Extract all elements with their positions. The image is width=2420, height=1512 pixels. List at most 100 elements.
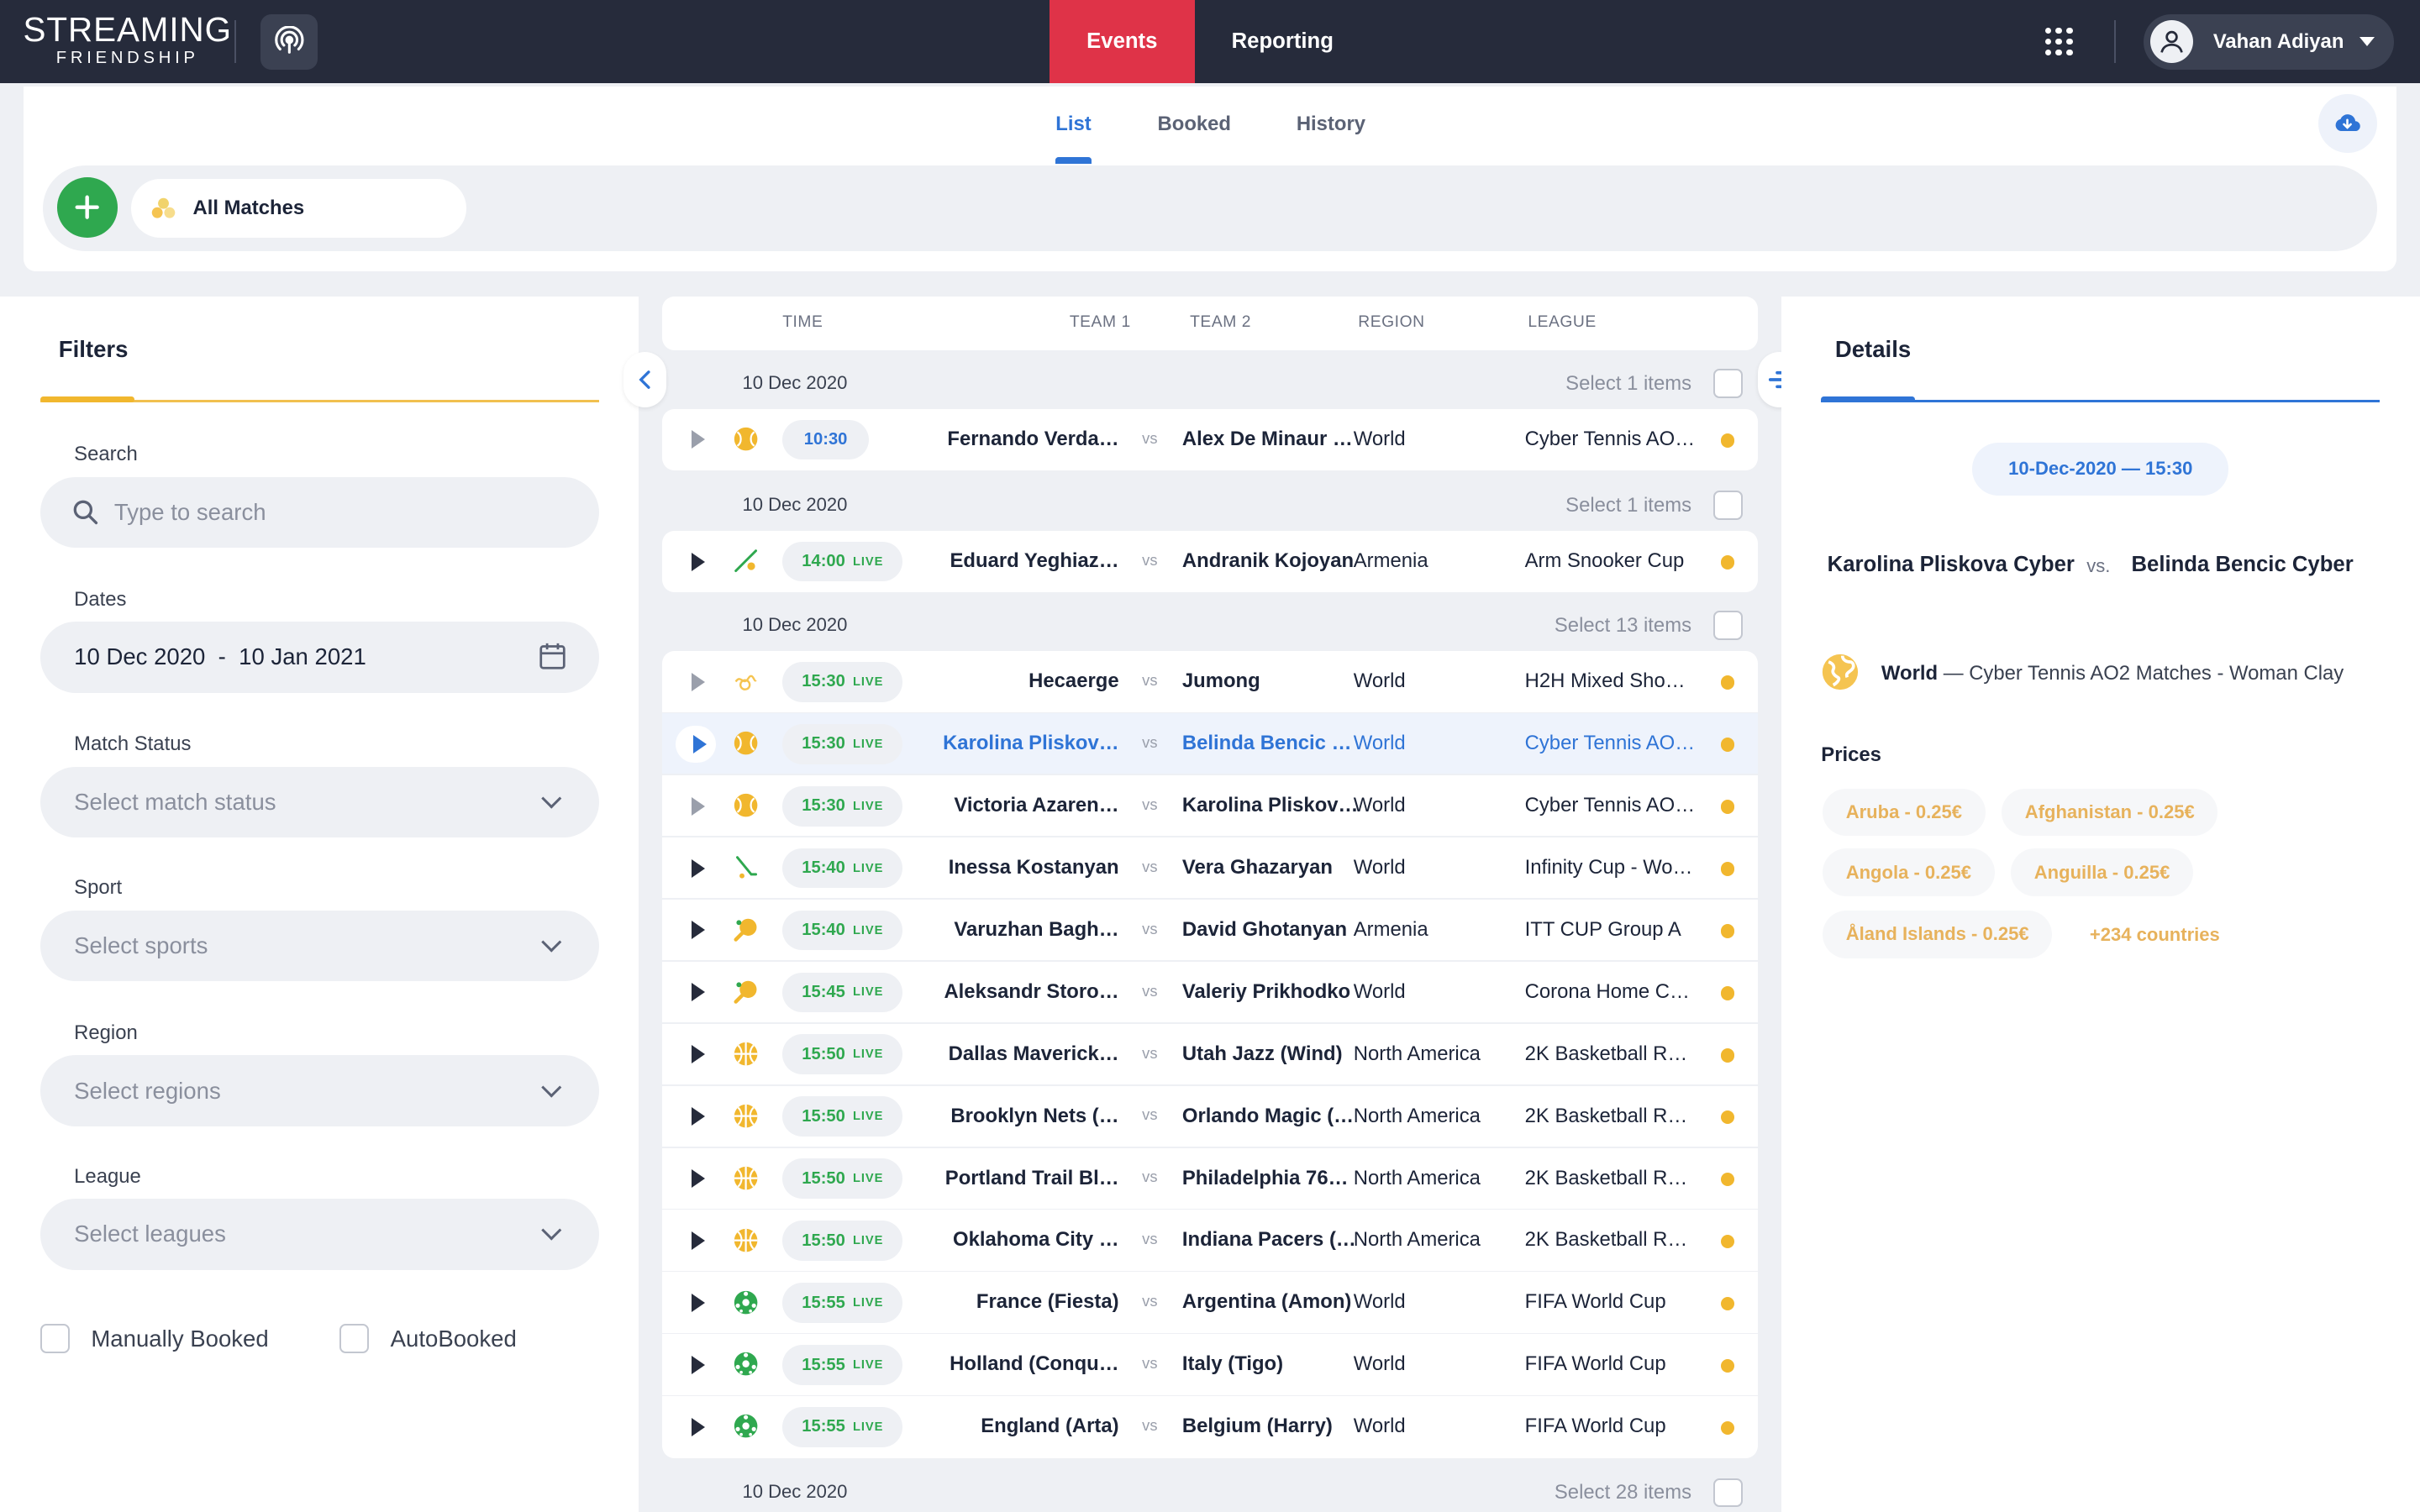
tab-booked[interactable]: Booked	[1157, 113, 1232, 136]
event-row[interactable]: 15:30 LIVE Karolina Pliskov… vs Belinda Benc…	[661, 713, 1758, 775]
team1-name: Karolina Pliskov…	[943, 732, 1119, 755]
col-time[interactable]: TIME	[782, 312, 823, 331]
region-select[interactable]: Select regions	[39, 1055, 599, 1126]
time-badge: 15:30 LIVE	[782, 723, 903, 764]
play-icon[interactable]	[691, 921, 705, 940]
all-matches-chip[interactable]: All Matches	[131, 179, 466, 238]
event-row[interactable]: 15:50 LIVE Dallas Maverick… vs Utah Jazz (Wi…	[661, 1023, 1758, 1086]
brand-logo[interactable]: STREAMING FRIENDSHIP	[24, 12, 232, 66]
price-chip[interactable]: Åland Islands - 0.25€	[1823, 910, 2053, 958]
select-group-checkbox[interactable]	[1712, 611, 1743, 641]
search-input[interactable]: Type to search	[39, 476, 599, 549]
cloud-download-icon	[2335, 114, 2360, 132]
status-dot	[1720, 1234, 1735, 1249]
tennis-icon	[733, 426, 759, 452]
team2-name: Vera Ghazaryan	[1181, 855, 1333, 879]
basketball-icon	[733, 1041, 759, 1067]
status-dot	[1720, 1172, 1735, 1187]
col-team1[interactable]: TEAM 1	[1069, 312, 1131, 331]
search-icon	[73, 500, 98, 525]
manually-booked-checkbox[interactable]	[39, 1323, 70, 1353]
sport-placeholder: Select sports	[74, 932, 208, 958]
event-row[interactable]: 15:55 LIVE Holland (Conqu… vs Italy (Tigo) Wo…	[661, 1334, 1758, 1396]
event-row[interactable]: 15:30 LIVE Victoria Azaren… vs Karolina Plis…	[661, 774, 1758, 837]
sport-select[interactable]: Select sports	[39, 910, 599, 982]
league-select[interactable]: Select leagues	[39, 1199, 599, 1270]
snooker-icon	[733, 548, 759, 574]
play-icon[interactable]	[691, 796, 705, 816]
play-icon[interactable]	[691, 1045, 705, 1064]
date-group-header: 10 Dec 2020 Select 1 items	[662, 474, 1758, 535]
price-chip[interactable]: Anguilla - 0.25€	[2011, 848, 2193, 897]
live-label: LIVE	[853, 1234, 884, 1248]
play-icon[interactable]	[691, 552, 705, 571]
tab-history[interactable]: History	[1296, 113, 1366, 136]
play-icon[interactable]	[691, 1294, 705, 1313]
event-row[interactable]: 15:55 LIVE England (Arta) vs Belgium (Harry)…	[661, 1396, 1758, 1458]
event-row[interactable]: 15:55 LIVE France (Fiesta) vs Argentina (Amo…	[661, 1272, 1758, 1334]
play-icon[interactable]	[691, 1355, 705, 1374]
more-countries-link[interactable]: +234 countries	[2089, 924, 2220, 946]
play-icon[interactable]	[691, 1231, 705, 1251]
chevron-down-icon	[541, 788, 562, 809]
event-row[interactable]: 14:00 LIVE Eduard Yeghiaz… vs Andranik Kojoy…	[661, 530, 1758, 593]
download-button[interactable]	[2317, 94, 2377, 153]
play-icon[interactable]	[691, 1417, 705, 1436]
event-row[interactable]: 15:50 LIVE Oklahoma City … vs Indiana Pacers…	[661, 1210, 1758, 1272]
league-name: FIFA World Cup	[1524, 1415, 1666, 1438]
list-header	[661, 296, 1758, 350]
league-name: 2K Basketball R…	[1524, 1042, 1688, 1065]
price-chip[interactable]: Afghanistan - 0.25€	[2002, 788, 2218, 837]
select-group-checkbox[interactable]	[1712, 368, 1743, 398]
match-status-label: Match Status	[74, 732, 192, 756]
event-time: 15:55	[802, 1417, 845, 1436]
play-icon[interactable]	[691, 1107, 705, 1126]
play-icon[interactable]	[691, 430, 705, 449]
nav-tab-events[interactable]: Events	[1049, 0, 1195, 84]
apps-grid-icon[interactable]	[2044, 28, 2073, 56]
group-date: 10 Dec 2020	[742, 1481, 848, 1503]
event-row[interactable]: 10:30 Fernando Verda… vs Alex De Minaur … Wo…	[661, 408, 1758, 471]
event-row[interactable]: 15:40 LIVE Inessa Kostanyan vs Vera Ghazarya…	[661, 837, 1758, 900]
play-icon[interactable]	[691, 983, 705, 1002]
event-row[interactable]: 15:30 LIVE Hecaerge vs Jumong World H2H Mixed …	[661, 651, 1758, 713]
col-region[interactable]: REGION	[1358, 312, 1425, 331]
user-menu[interactable]: Vahan Adiyan	[2144, 13, 2394, 70]
play-icon[interactable]	[692, 734, 707, 753]
collapse-filters-button[interactable]	[623, 351, 667, 407]
date-group-header: 10 Dec 2020 Select 1 items	[662, 352, 1758, 413]
vs-label: vs	[1142, 550, 1158, 569]
event-row[interactable]: 15:40 LIVE Varuzhan Bagh… vs David Ghotanyan…	[661, 899, 1758, 962]
sport-label: Sport	[74, 876, 123, 900]
time-badge: 14:00 LIVE	[782, 541, 903, 582]
team2-name: Karolina Pliskov…	[1181, 793, 1359, 816]
add-button[interactable]	[56, 177, 118, 238]
event-time: 15:50	[802, 1168, 845, 1188]
time-badge: 15:50 LIVE	[782, 1034, 903, 1075]
autobooked-checkbox[interactable]	[339, 1323, 369, 1353]
chevron-down-icon	[541, 1077, 562, 1097]
event-row[interactable]: 15:45 LIVE Aleksandr Storo… vs Valeriy Prikh…	[661, 961, 1758, 1024]
vs-label: vs	[1142, 1230, 1158, 1248]
tab-list[interactable]: List	[1055, 113, 1092, 136]
event-row[interactable]: 15:50 LIVE Brooklyn Nets (… vs Orlando Magic…	[661, 1085, 1758, 1148]
price-chip[interactable]: Angola - 0.25€	[1823, 848, 1995, 897]
status-dot	[1720, 800, 1735, 814]
select-group-checkbox[interactable]	[1712, 1478, 1743, 1508]
region-name: North America	[1353, 1228, 1481, 1252]
calendar-icon[interactable]	[539, 642, 566, 671]
nav-tab-reporting[interactable]: Reporting	[1231, 29, 1334, 54]
play-icon[interactable]	[691, 858, 705, 878]
date-range-field[interactable]: 10 Dec 2020 - 10 Jan 2021	[39, 622, 599, 693]
play-icon[interactable]	[691, 672, 705, 691]
select-group-checkbox[interactable]	[1712, 491, 1743, 520]
price-chip[interactable]: Aruba - 0.25€	[1823, 788, 1986, 837]
region-placeholder: Select regions	[74, 1077, 221, 1104]
col-team2[interactable]: TEAM 2	[1190, 312, 1251, 331]
broadcast-button[interactable]	[260, 13, 318, 70]
play-icon[interactable]	[691, 1169, 705, 1189]
col-league[interactable]: LEAGUE	[1528, 312, 1597, 331]
match-status-select[interactable]: Select match status	[39, 766, 599, 838]
tab-indicator	[1055, 157, 1092, 164]
event-row[interactable]: 15:50 LIVE Portland Trail Bl… vs Philadelphi…	[661, 1147, 1758, 1210]
